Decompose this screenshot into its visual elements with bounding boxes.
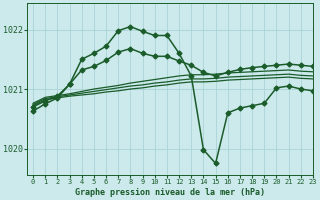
X-axis label: Graphe pression niveau de la mer (hPa): Graphe pression niveau de la mer (hPa) bbox=[75, 188, 265, 197]
